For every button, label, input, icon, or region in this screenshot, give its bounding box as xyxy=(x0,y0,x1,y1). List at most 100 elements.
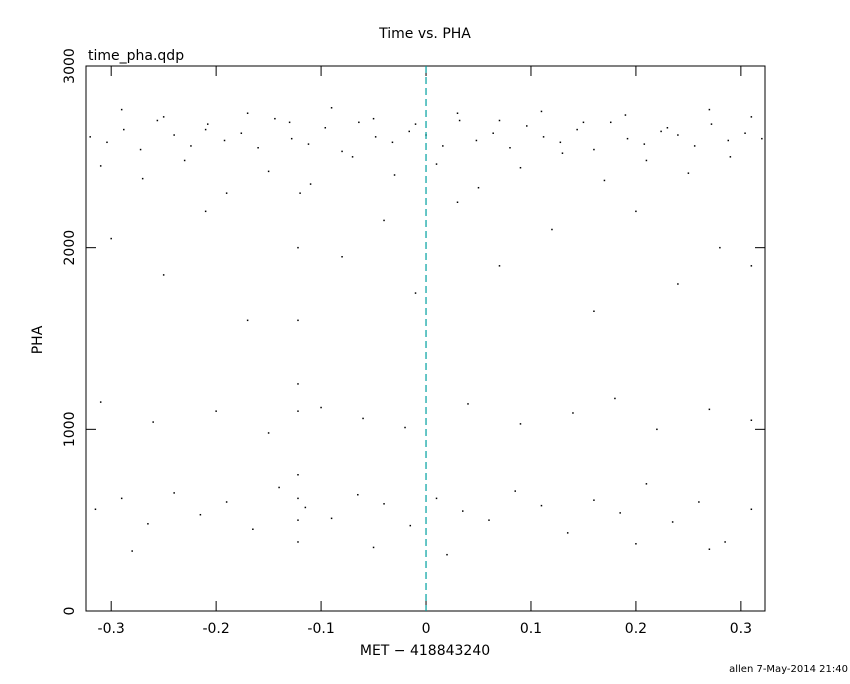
point xyxy=(456,112,459,114)
point xyxy=(183,159,186,162)
point xyxy=(509,147,511,149)
point xyxy=(514,490,516,492)
x-tick-label: 0.3 xyxy=(730,621,752,637)
point xyxy=(488,519,490,521)
point xyxy=(89,136,91,138)
point xyxy=(297,474,299,476)
point xyxy=(442,145,444,147)
y-tick-label: 0 xyxy=(62,607,78,616)
point xyxy=(729,156,732,158)
point xyxy=(351,156,354,158)
point xyxy=(727,139,730,142)
point xyxy=(372,117,375,120)
point xyxy=(372,546,375,549)
point xyxy=(374,136,377,138)
y-tick-label: 3000 xyxy=(62,48,78,84)
point xyxy=(645,159,648,162)
point xyxy=(576,128,578,131)
point xyxy=(542,136,545,138)
point xyxy=(750,508,753,511)
point xyxy=(162,116,165,118)
point xyxy=(330,107,333,109)
chart-title: Time vs. PHA xyxy=(378,26,471,42)
point xyxy=(246,319,249,322)
point xyxy=(572,412,574,414)
point xyxy=(582,121,585,124)
point xyxy=(99,165,102,167)
point xyxy=(297,519,299,521)
point xyxy=(362,417,364,420)
point xyxy=(719,246,721,249)
point xyxy=(297,497,299,500)
point xyxy=(526,125,528,127)
point xyxy=(152,421,154,423)
point xyxy=(297,319,299,322)
point xyxy=(414,292,417,294)
point xyxy=(724,541,726,543)
point xyxy=(240,132,243,134)
point xyxy=(540,504,543,507)
point xyxy=(267,170,270,173)
point xyxy=(110,237,112,240)
point xyxy=(409,524,412,527)
point xyxy=(190,145,192,147)
point xyxy=(435,163,438,165)
point xyxy=(566,532,569,534)
point xyxy=(173,492,175,494)
point xyxy=(225,501,228,503)
point xyxy=(698,501,700,503)
point xyxy=(204,128,207,131)
point xyxy=(603,179,606,182)
point xyxy=(297,541,299,543)
point xyxy=(324,127,327,129)
point xyxy=(626,137,629,140)
y-tick-label: 1000 xyxy=(62,412,78,448)
point xyxy=(290,137,293,140)
point xyxy=(561,152,564,154)
point xyxy=(593,310,595,312)
point xyxy=(708,548,711,550)
point xyxy=(660,130,662,133)
point xyxy=(257,147,259,149)
point xyxy=(750,265,753,267)
point xyxy=(206,123,209,125)
point xyxy=(309,183,312,185)
point xyxy=(551,228,553,231)
point xyxy=(492,132,494,134)
point xyxy=(462,510,464,512)
point xyxy=(267,432,270,434)
point xyxy=(458,119,461,122)
point xyxy=(593,148,595,151)
point xyxy=(519,166,522,169)
point xyxy=(304,506,307,509)
point xyxy=(357,493,359,496)
point xyxy=(120,108,123,111)
point xyxy=(624,114,627,116)
point xyxy=(223,139,226,142)
point xyxy=(475,139,478,142)
x-tick-label: 0.1 xyxy=(520,621,542,637)
y-axis-label: PHA xyxy=(30,325,46,354)
chart-subtitle: time_pha.qdp xyxy=(88,48,184,64)
y-tick-label: 2000 xyxy=(62,230,78,266)
point xyxy=(540,110,543,113)
point xyxy=(708,108,711,111)
point xyxy=(477,186,480,189)
point xyxy=(446,553,448,556)
point xyxy=(593,499,595,501)
point xyxy=(288,121,291,124)
point xyxy=(656,428,658,431)
point xyxy=(666,127,669,129)
point xyxy=(246,112,249,114)
point xyxy=(156,119,159,122)
point xyxy=(750,419,753,421)
point xyxy=(414,123,417,125)
point xyxy=(671,521,674,523)
point xyxy=(358,121,360,124)
point xyxy=(614,397,616,400)
point xyxy=(274,117,276,120)
point xyxy=(215,410,217,412)
point xyxy=(94,508,97,511)
point xyxy=(687,172,690,174)
